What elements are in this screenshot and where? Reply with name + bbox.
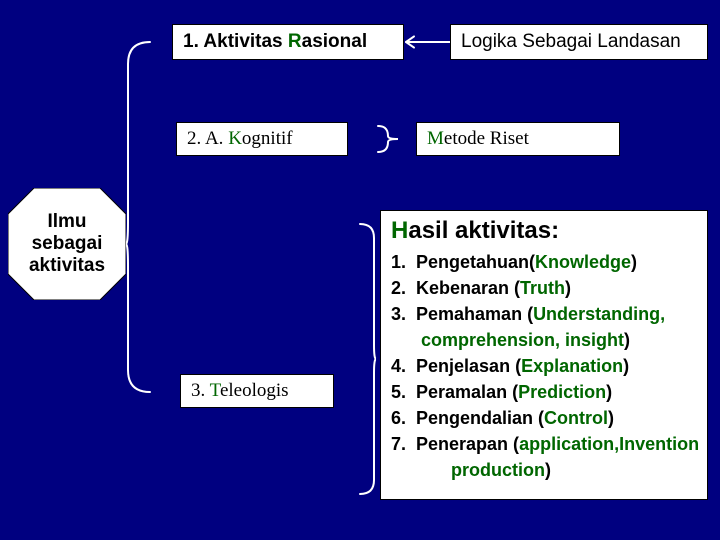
box-metode-riset: Metode Riset [416,122,620,156]
octagon-ilmu: Ilmusebagaiaktivitas [8,188,126,300]
panel-item: 7. Penerapan (application,Invention prod… [391,431,697,483]
panel-item: 3. Pemahaman (Understanding, comprehensi… [391,301,697,353]
box-aktivitas-rasional-text: 1. Aktivitas Rasional [183,31,367,53]
panel-item: 5. Peramalan (Prediction) [391,379,697,405]
panel-item: 4. Penjelasan (Explanation) [391,353,697,379]
left-brace [126,42,150,392]
box-metode-riset-text: Metode Riset [427,128,529,150]
box-teleologis-text: 3. Teleologis [191,380,289,402]
octagon-label: Ilmusebagaiaktivitas [8,188,126,300]
panel-item: 2. Kebenaran (Truth) [391,275,697,301]
box-kognitif: 2. A. Kognitif [176,122,348,156]
panel-title: Hasil aktivitas: [391,217,697,245]
box-teleologis: 3. Teleologis [180,374,334,408]
brace-panel [360,224,376,494]
box-logika: Logika Sebagai Landasan [450,24,708,60]
diagram-stage: Ilmusebagaiaktivitas 1. Aktivitas Rasiona… [0,0,720,540]
box-aktivitas-rasional: 1. Aktivitas Rasional [172,24,404,60]
box-kognitif-text: 2. A. Kognitif [187,128,293,150]
panel-item: 1. Pengetahuan(Knowledge) [391,249,697,275]
panel-item: 6. Pengendalian (Control) [391,405,697,431]
panel-hasil: Hasil aktivitas: 1. Pengetahuan(Knowledge… [380,210,708,500]
brace-small [378,126,398,152]
box-logika-text: Logika Sebagai Landasan [461,31,681,53]
